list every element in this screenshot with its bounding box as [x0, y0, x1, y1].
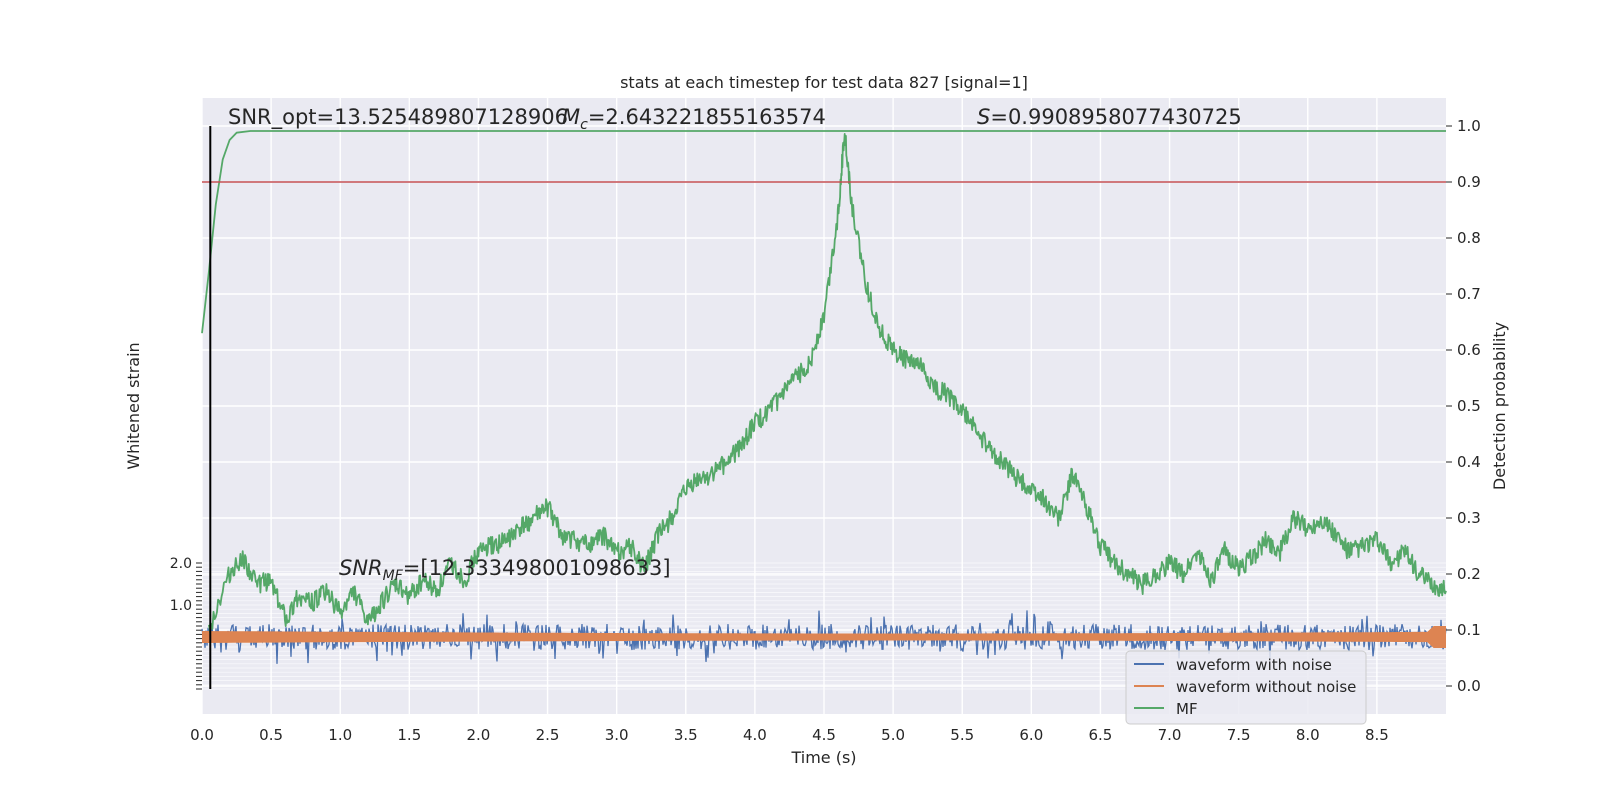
y-tick-label: 0.0: [1457, 677, 1481, 695]
right-axis-ticks: 0.0 0.1 0.2 0.3 0.4 0.5 0.6 0.7 0.8 0.9 1.0: [1446, 117, 1481, 695]
left-tick-label: 1.0: [170, 598, 192, 614]
x-tick-label: 8.0: [1296, 726, 1320, 744]
mc-subscript: c: [580, 117, 588, 133]
y-axis-right-label: Detection probability: [1490, 322, 1509, 490]
y-tick-label: 0.3: [1457, 509, 1481, 527]
legend-label-mf: MF: [1176, 700, 1198, 718]
waveform-layer: [201, 610, 1447, 664]
y-tick-label: 1.0: [1457, 117, 1481, 135]
mf-probability-line: [208, 133, 1447, 634]
x-tick-label: 4.0: [743, 726, 767, 744]
x-tick-label: 3.5: [674, 726, 698, 744]
y-tick-label: 0.2: [1457, 565, 1481, 583]
x-tick-label: 1.0: [328, 726, 352, 744]
snr-mf-annotation: SNRMF=[12.333498001098633]: [339, 556, 671, 584]
snr-mf-symbol: SNR: [339, 556, 383, 580]
legend-frame: [1125, 650, 1367, 725]
x-tick-label: 0.0: [190, 726, 214, 744]
waveform-with-noise-line: [201, 610, 1447, 664]
x-tick-label: 6.5: [1089, 726, 1113, 744]
x-tick-label: 7.0: [1158, 726, 1182, 744]
x-tick-label: 8.5: [1365, 726, 1389, 744]
y-tick-label: 0.4: [1457, 453, 1481, 471]
x-tick-label: 0.5: [259, 726, 283, 744]
snr-mf-value: =[12.333498001098633]: [403, 556, 671, 580]
y-tick-label: 0.9: [1457, 173, 1481, 191]
snr-mf-subscript: MF: [383, 568, 404, 584]
marker-layer: [202, 126, 1446, 689]
x-tick-label: 3.0: [605, 726, 629, 744]
left-axis-ticks: 2.0 1.0: [170, 556, 202, 690]
x-tick-label: 5.0: [881, 726, 905, 744]
s-symbol: S: [977, 105, 990, 129]
x-tick-label: 2.0: [467, 726, 491, 744]
x-tick-label: 4.5: [812, 726, 836, 744]
left-tick-label: 2.0: [170, 556, 192, 572]
x-tick-label: 1.5: [397, 726, 421, 744]
s-annotation: S=0.9908958077430725: [977, 105, 1242, 129]
x-tick-label: 6.0: [1019, 726, 1043, 744]
mc-value: =2.643221855163574: [588, 105, 826, 129]
legend-label-noise: waveform with noise: [1176, 656, 1332, 674]
y-tick-label: 0.6: [1457, 341, 1481, 359]
mc-symbol: M: [562, 105, 580, 129]
snr-opt-annotation: SNR_opt=13.525489807128906: [228, 105, 568, 130]
x-tick-label: 2.5: [536, 726, 560, 744]
mc-annotation: Mc=2.643221855163574: [562, 105, 826, 133]
legend: waveform with noise waveform without noi…: [1125, 650, 1367, 725]
legend-label-clean: waveform without noise: [1176, 678, 1356, 696]
s-value: =0.9908958077430725: [990, 105, 1241, 129]
y-tick-label: 0.5: [1457, 397, 1481, 415]
y-axis-left-label: Whitened strain: [124, 342, 143, 469]
waveform-without-noise-band: [202, 626, 1446, 648]
y-tick-label: 0.7: [1457, 285, 1481, 303]
x-tick-label: 7.5: [1227, 726, 1251, 744]
chart-title: stats at each timestep for test data 827…: [620, 73, 1028, 92]
x-axis-label: Time (s): [790, 748, 856, 767]
y-tick-label: 0.8: [1457, 229, 1481, 247]
x-axis-ticks: 0.0 0.5 1.0 1.5 2.0 2.5 3.0 3.5 4.0 4.5 5.0 5.5 6.0 6…: [190, 726, 1389, 744]
y-tick-label: 0.1: [1457, 621, 1481, 639]
x-tick-label: 5.5: [950, 726, 974, 744]
